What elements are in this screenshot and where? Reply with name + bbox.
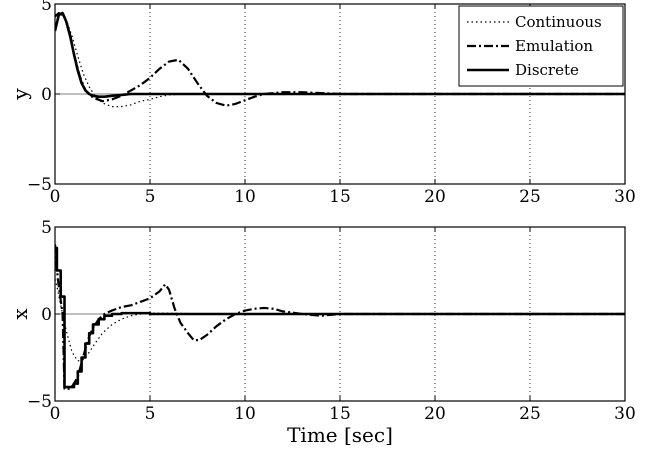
x-tick-label: 20 bbox=[424, 187, 446, 207]
x-tick-label: 5 bbox=[145, 187, 156, 207]
y-tick-label: 0 bbox=[41, 85, 52, 105]
series-line-discrete bbox=[55, 246, 625, 389]
x-tick-label: 30 bbox=[614, 187, 636, 207]
y-tick-label: −5 bbox=[27, 175, 52, 195]
series-line-emulation bbox=[55, 244, 625, 390]
x-tick-label: 5 bbox=[145, 404, 156, 424]
x-tick-label: 30 bbox=[614, 404, 636, 424]
y-axis-label: x bbox=[8, 308, 32, 320]
x-tick-label: 0 bbox=[50, 187, 61, 207]
top-plot: 0 5 10 15 20 25 3050−5yContinuousEmulationDisc… bbox=[8, 0, 636, 207]
legend-label-continuous: Continuous bbox=[515, 13, 602, 31]
y-tick-label: 5 bbox=[41, 218, 52, 238]
plot-frame bbox=[54, 3, 626, 185]
x-tick-label: 10 bbox=[234, 187, 256, 207]
y-tick-label: 5 bbox=[41, 0, 52, 15]
x-tick-label: 15 bbox=[329, 187, 351, 207]
legend-label-discrete: Discrete bbox=[515, 61, 579, 79]
legend-label-emulation: Emulation bbox=[515, 37, 593, 55]
legend: Continuous Emulation Discrete bbox=[458, 5, 624, 87]
y-tick-label: 0 bbox=[41, 305, 52, 325]
x-tick-label: 25 bbox=[519, 404, 541, 424]
plot-frame bbox=[54, 226, 626, 402]
x-axis-label: Time [sec] bbox=[287, 423, 393, 447]
x-tick-label: 20 bbox=[424, 404, 446, 424]
series-line-discrete bbox=[55, 11, 625, 98]
x-tick-label: 25 bbox=[519, 187, 541, 207]
y-tick-label: −5 bbox=[27, 392, 52, 412]
x-tick-label: 15 bbox=[329, 404, 351, 424]
x-tick-label: 0 bbox=[50, 404, 61, 424]
x-tick-label: 10 bbox=[234, 404, 256, 424]
y-axis-label: y bbox=[8, 88, 32, 101]
